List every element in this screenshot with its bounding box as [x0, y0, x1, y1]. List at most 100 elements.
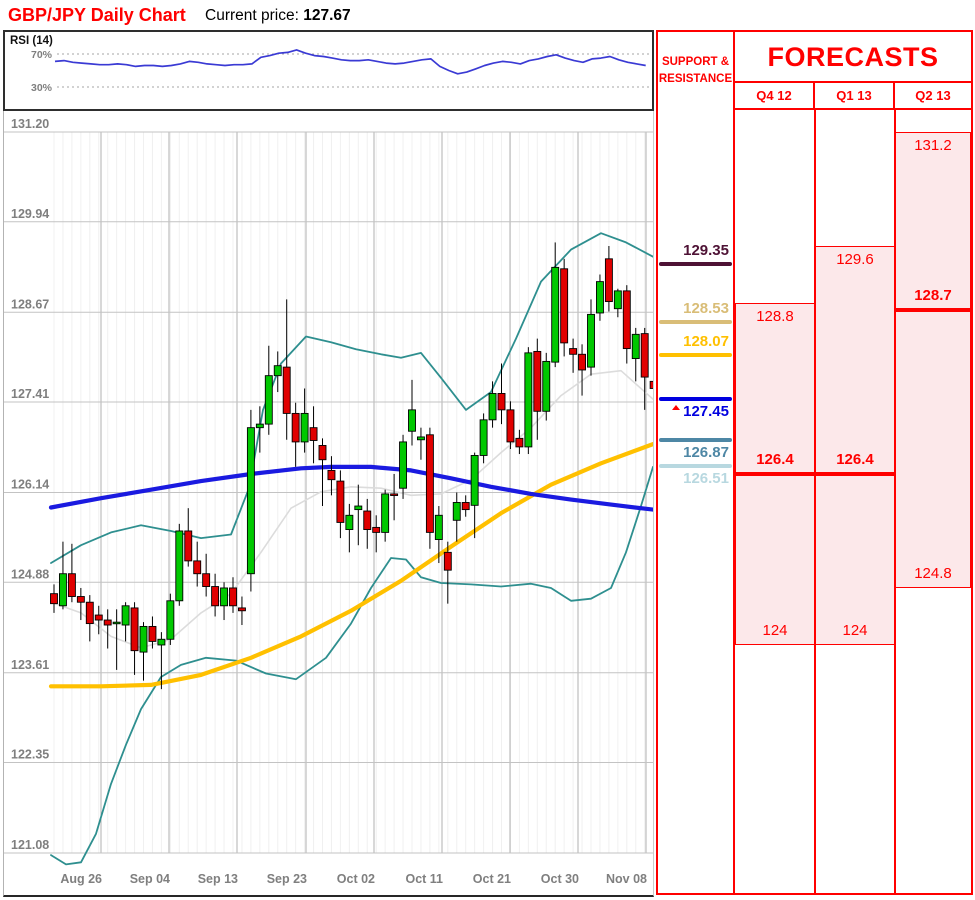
candle-up: [596, 281, 604, 314]
price-chart-panel: 131.20 129.94 128.67 127.41 126.14 124.88 123.…: [3, 111, 654, 897]
candle-down: [497, 393, 506, 411]
candle-down: [94, 614, 103, 621]
x-axis-label: Sep 23: [267, 872, 307, 886]
forecast-quarter-header-row: Q4 12 Q1 13 Q2 13: [735, 83, 971, 110]
candle-down: [130, 607, 139, 652]
candle-down: [184, 530, 193, 562]
forecast-mid-value: 128.7: [914, 287, 952, 305]
candle-down: [461, 502, 470, 511]
y-axis-label: 127.41: [11, 387, 49, 401]
candle-up: [542, 360, 551, 412]
candle-up: [121, 605, 130, 626]
candle-up: [300, 412, 309, 443]
sr-level-line: [659, 438, 732, 443]
rsi-threshold-label: 70%: [31, 49, 53, 61]
candle-down: [425, 434, 434, 533]
candle-down: [76, 596, 85, 603]
sr-level-label: 129.35: [683, 241, 729, 259]
candle-down: [363, 510, 372, 530]
candle-down: [85, 601, 94, 625]
candle-up: [166, 600, 175, 640]
candle-up: [139, 625, 148, 653]
candle-up: [264, 375, 273, 425]
candle-down: [443, 551, 452, 571]
candle-down: [604, 258, 613, 303]
forecast-mid-line: [895, 308, 971, 313]
sr-level-label: 126.87: [683, 444, 729, 462]
rsi-panel: 70% 30% RSI (14): [3, 30, 654, 111]
candle-down: [318, 445, 327, 461]
candle-down: [103, 619, 112, 626]
x-axis-label: Oct 21: [473, 872, 511, 886]
x-axis-label: Sep 13: [198, 872, 238, 886]
candle-down: [533, 350, 542, 412]
y-axis-label: 128.67: [11, 297, 49, 311]
candle-up: [551, 266, 560, 363]
sr-level-line: [659, 352, 732, 357]
forecast-quarter-label: Q1 13: [815, 83, 895, 110]
candle-up: [255, 423, 264, 429]
candle-up: [220, 587, 229, 607]
candle-up: [345, 514, 354, 530]
forecast-bottom-value: 124.8: [914, 564, 952, 582]
y-axis-label: 126.14: [11, 478, 49, 492]
ma-yellow-line: [48, 442, 653, 689]
candle-down: [67, 573, 76, 597]
sr-level-line: [659, 397, 732, 402]
y-axis-label: 131.20: [11, 117, 49, 131]
forecasts-title: FORECASTS: [735, 32, 971, 83]
forecast-panel: SUPPORT & RESISTANCE 129.35 128.53 128.07 1…: [656, 30, 973, 895]
candle-down: [515, 437, 524, 448]
forecast-mid-line: [735, 471, 815, 476]
ma-gray-line: [50, 369, 653, 649]
sr-level-line: [659, 320, 732, 325]
x-axis-label: Oct 30: [541, 872, 579, 886]
candle-up: [399, 441, 407, 489]
page-title: GBP/JPY Daily Chart: [8, 5, 186, 25]
current-price: Current price: 127.67: [205, 7, 351, 25]
candle-up: [479, 419, 488, 456]
forecast-top-value: 131.2: [914, 137, 952, 154]
candle-up: [59, 573, 67, 607]
candle-down: [309, 427, 318, 441]
candle-up: [175, 530, 184, 602]
candle-down: [336, 480, 345, 523]
candle-up: [587, 313, 595, 368]
x-axis-label: Oct 02: [337, 872, 375, 886]
candle-up: [354, 505, 363, 511]
rsi-chart: 70% 30%: [31, 49, 650, 94]
support-resistance-header: SUPPORT & RESISTANCE: [658, 56, 733, 85]
sr-level-label: 126.51: [683, 470, 729, 488]
y-axis-label: 122.35: [11, 748, 49, 762]
forecast-bottom-value: 124: [762, 621, 788, 639]
candle-down: [282, 366, 291, 414]
sr-level-line: [659, 464, 732, 469]
y-axis-label: 123.61: [11, 658, 49, 672]
candle-up: [524, 352, 533, 448]
x-axis-label: Oct 11: [405, 872, 443, 886]
candle-down: [193, 560, 202, 575]
candle-down: [569, 348, 578, 355]
forecast-top-value: 129.6: [836, 250, 874, 268]
candle-down: [649, 380, 653, 389]
candle-up: [112, 621, 121, 625]
candlestick-chart: 131.20 129.94 128.67 127.41 126.14 124.88 123.…: [4, 117, 653, 886]
candle-down: [622, 290, 631, 350]
candle-down: [291, 412, 300, 443]
forecast-range-box: [895, 132, 971, 588]
ma-blue-line: [48, 464, 653, 512]
candle-down: [372, 526, 381, 533]
rsi-label: RSI (14): [10, 35, 53, 47]
candle-down: [390, 493, 399, 496]
forecast-top-value: 128.8: [756, 307, 794, 325]
support-resistance-column: SUPPORT & RESISTANCE 129.35 128.53 128.07 1…: [658, 32, 735, 893]
candle-up: [417, 436, 425, 441]
candle-up: [273, 365, 282, 377]
x-axis-label: Aug 26: [60, 872, 102, 886]
candle-down: [148, 625, 157, 642]
y-axis-label: 124.88: [11, 567, 49, 581]
sr-level-label: 128.53: [683, 300, 729, 318]
candle-up: [470, 455, 479, 506]
candle-up: [631, 333, 640, 360]
candle-up: [613, 290, 622, 310]
